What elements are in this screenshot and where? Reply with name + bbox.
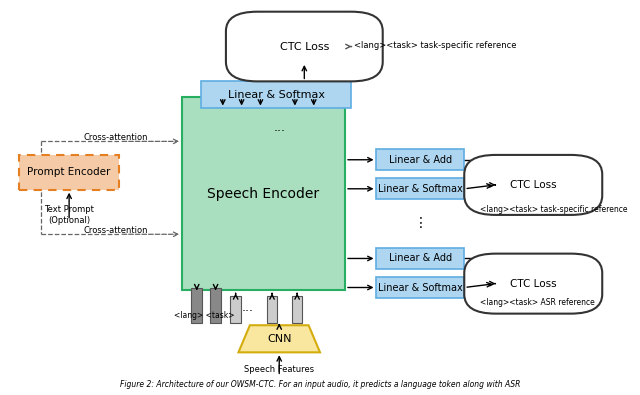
FancyBboxPatch shape bbox=[201, 81, 351, 109]
FancyBboxPatch shape bbox=[464, 254, 602, 314]
Text: <lang> <task>: <lang> <task> bbox=[173, 311, 234, 320]
Text: Cross-attention: Cross-attention bbox=[84, 133, 148, 142]
Text: ...: ... bbox=[273, 121, 285, 134]
Bar bbox=[211, 288, 221, 323]
Bar bbox=[267, 296, 277, 323]
Text: Linear & Softmax: Linear & Softmax bbox=[378, 282, 463, 293]
FancyBboxPatch shape bbox=[182, 97, 345, 290]
Text: <lang><task> task-specific reference: <lang><task> task-specific reference bbox=[355, 41, 517, 50]
Text: CTC Loss: CTC Loss bbox=[510, 278, 557, 289]
Text: Linear & Add: Linear & Add bbox=[388, 254, 452, 263]
Text: ⋮: ⋮ bbox=[413, 216, 428, 229]
FancyBboxPatch shape bbox=[19, 155, 119, 190]
Text: Cross-attention: Cross-attention bbox=[84, 226, 148, 235]
Bar bbox=[230, 296, 241, 323]
Bar bbox=[191, 288, 202, 323]
FancyBboxPatch shape bbox=[226, 12, 383, 81]
Text: <lang><task> ASR reference: <lang><task> ASR reference bbox=[480, 298, 595, 307]
Text: Linear & Softmax: Linear & Softmax bbox=[378, 184, 463, 194]
Text: CTC Loss: CTC Loss bbox=[280, 41, 329, 51]
FancyBboxPatch shape bbox=[464, 155, 602, 215]
FancyBboxPatch shape bbox=[376, 149, 464, 170]
Polygon shape bbox=[239, 325, 320, 352]
Bar bbox=[292, 296, 303, 323]
Text: Text Prompt
(Optional): Text Prompt (Optional) bbox=[44, 205, 94, 225]
Text: Speech Encoder: Speech Encoder bbox=[207, 186, 319, 201]
FancyBboxPatch shape bbox=[376, 248, 464, 269]
Text: Speech Features: Speech Features bbox=[244, 365, 314, 374]
Text: Figure 2: Architecture of our OWSM-CTC. For an input audio, it predicts a langua: Figure 2: Architecture of our OWSM-CTC. … bbox=[120, 380, 520, 389]
Text: Linear & Softmax: Linear & Softmax bbox=[228, 90, 324, 100]
Text: <lang><task> task-specific reference: <lang><task> task-specific reference bbox=[480, 205, 627, 214]
Text: Linear & Add: Linear & Add bbox=[388, 155, 452, 165]
FancyBboxPatch shape bbox=[376, 277, 464, 298]
Text: ...: ... bbox=[242, 301, 254, 314]
Text: CTC Loss: CTC Loss bbox=[510, 180, 557, 190]
Text: CNN: CNN bbox=[267, 334, 291, 344]
FancyBboxPatch shape bbox=[376, 178, 464, 199]
Text: Prompt Encoder: Prompt Encoder bbox=[28, 167, 111, 177]
